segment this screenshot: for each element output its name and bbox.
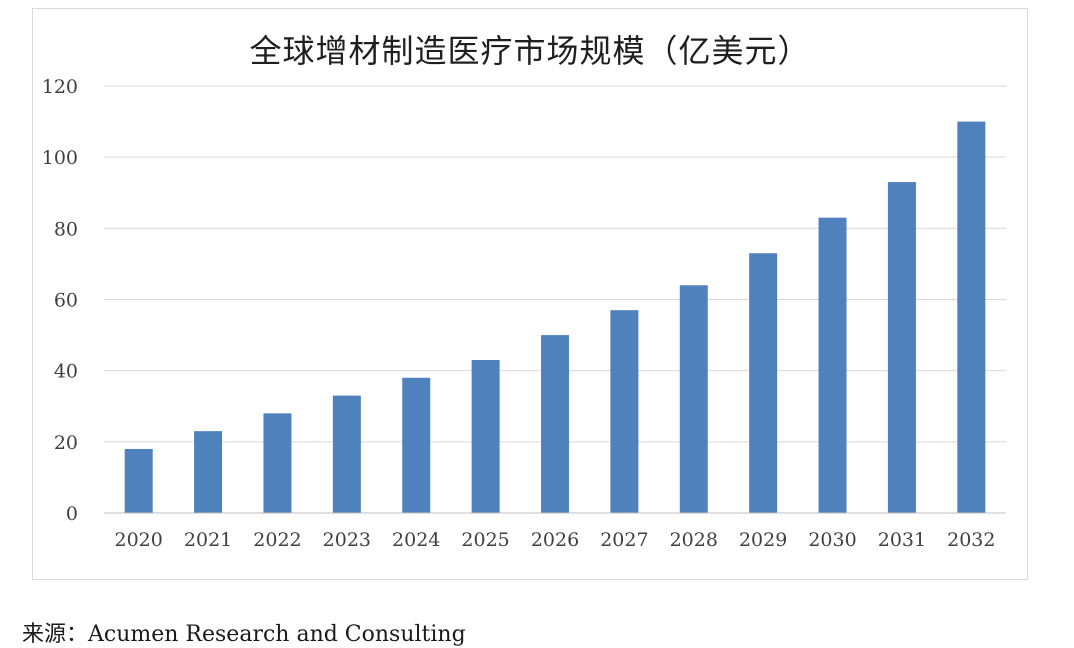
bar <box>679 285 708 513</box>
bar <box>957 121 986 513</box>
x-tick-label: 2021 <box>184 529 232 551</box>
y-tick-label: 80 <box>54 218 78 240</box>
bar <box>332 395 361 513</box>
x-tick-label: 2025 <box>461 529 509 551</box>
x-tick-label: 2030 <box>808 529 856 551</box>
y-tick-label: 20 <box>54 432 78 454</box>
bar <box>263 413 292 513</box>
bar <box>541 335 569 513</box>
chart-title: 全球增材制造医疗市场规模（亿美元） <box>249 32 811 70</box>
y-tick-label: 60 <box>54 290 78 312</box>
bar <box>471 359 500 513</box>
x-tick-label: 2027 <box>600 529 648 551</box>
y-tick-label: 40 <box>54 361 78 383</box>
x-tick-label: 2026 <box>531 529 579 551</box>
x-tick-label: 2020 <box>115 529 163 551</box>
x-tick-label: 2024 <box>392 529 440 551</box>
bar <box>887 182 916 513</box>
y-tick-label: 120 <box>42 76 78 98</box>
x-tick-label: 2028 <box>670 529 718 551</box>
bars <box>124 121 986 514</box>
bar <box>749 253 778 513</box>
bar <box>818 217 847 514</box>
x-tick-label: 2029 <box>739 529 787 551</box>
x-tick-label: 2031 <box>878 529 926 551</box>
source-text: Acumen Research and Consulting <box>88 622 466 647</box>
bar <box>610 310 639 513</box>
bar <box>194 431 223 513</box>
tick-labels: 0 20 40 60 80 100 120 2020 2021 2022 2023 2024 2025 2… <box>42 76 996 551</box>
y-tick-label: 0 <box>66 503 78 525</box>
y-tick-label: 100 <box>42 147 78 169</box>
bar <box>402 377 431 513</box>
x-tick-label: 2022 <box>253 529 301 551</box>
x-tick-label: 2032 <box>947 529 995 551</box>
source-label: 来源： <box>22 622 89 647</box>
source-note: 来源：Acumen Research and Consulting <box>22 616 466 648</box>
bar <box>124 448 153 513</box>
x-tick-label: 2023 <box>323 529 371 551</box>
